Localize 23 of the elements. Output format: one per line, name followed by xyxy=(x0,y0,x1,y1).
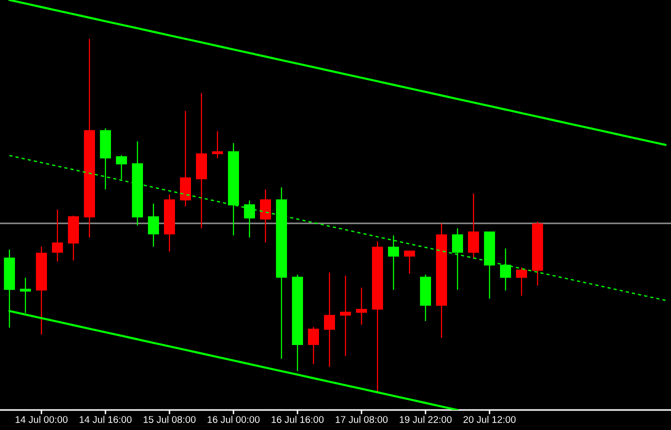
candlestick xyxy=(52,209,63,262)
x-tick-label: 16 Jul 00:00 xyxy=(208,416,260,423)
candlestick xyxy=(404,250,416,274)
candlestick xyxy=(244,200,256,238)
candlestick xyxy=(180,110,191,207)
x-tick-label: 14 Jul 16:00 xyxy=(80,416,132,423)
candlestick xyxy=(388,234,400,290)
candlestick xyxy=(308,326,320,365)
x-tick-label: 14 Jul 00:00 xyxy=(16,416,68,423)
x-tick-label: 16 Jul 16:00 xyxy=(272,416,324,423)
candlestick xyxy=(500,248,512,292)
x-tick-label: 19 Jul 22:00 xyxy=(400,416,452,423)
x-tick-label: 20 Jul 12:00 xyxy=(464,416,516,423)
candlestick xyxy=(516,267,528,296)
x-tick-label: 15 Jul 08:00 xyxy=(144,416,196,423)
candlestick xyxy=(260,188,272,244)
candlestick xyxy=(356,287,368,326)
candlestick xyxy=(468,192,480,258)
candlestick xyxy=(148,203,159,248)
candlestick xyxy=(340,275,352,356)
candlestick xyxy=(452,228,464,290)
x-tick-label: 17 Jul 08:00 xyxy=(336,416,388,423)
candlestick xyxy=(324,272,336,368)
